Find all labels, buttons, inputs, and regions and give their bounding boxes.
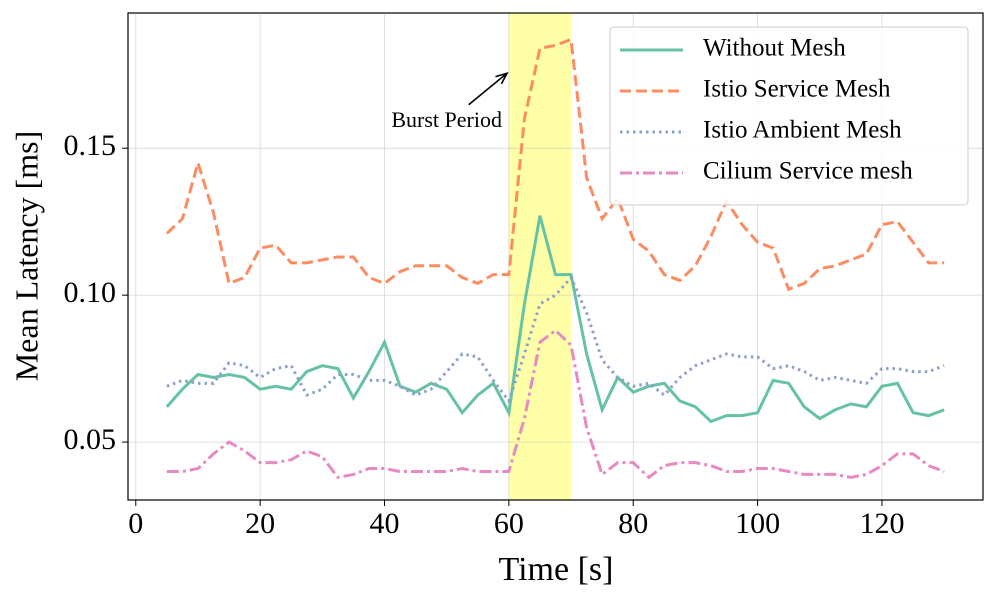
x-tick-label: 60 (494, 507, 524, 540)
y-tick-label: 0.15 (64, 129, 117, 162)
legend-label: Istio Service Mesh (703, 76, 891, 103)
legend-label: Istio Ambient Mesh (703, 117, 902, 144)
annotation-text: Burst Period (391, 107, 502, 132)
x-tick-label: 40 (370, 507, 400, 540)
annotation-arrow (468, 72, 508, 106)
y-tick-label: 0.05 (64, 423, 117, 456)
plot-frame (127, 12, 984, 501)
legend-label: Cilium Service mesh (703, 158, 913, 185)
annotation-arrowhead (495, 71, 509, 85)
series-line (165, 37, 945, 292)
series-line (165, 215, 945, 424)
y-tick-label: 0.10 (64, 276, 117, 309)
legend-label: Without Mesh (703, 35, 846, 62)
x-axis-label: Time [s] (499, 551, 614, 588)
x-tick-label: 80 (618, 507, 648, 540)
legend-box (609, 26, 969, 206)
series-line (166, 328, 945, 480)
y-axis-label: Mean Latency [ms] (8, 131, 44, 382)
x-tick-label: 100 (735, 507, 780, 540)
x-tick-label: 120 (859, 507, 904, 540)
burst-highlight (508, 13, 572, 500)
x-tick-label: 20 (245, 507, 275, 540)
x-tick-label: 0 (128, 507, 143, 540)
